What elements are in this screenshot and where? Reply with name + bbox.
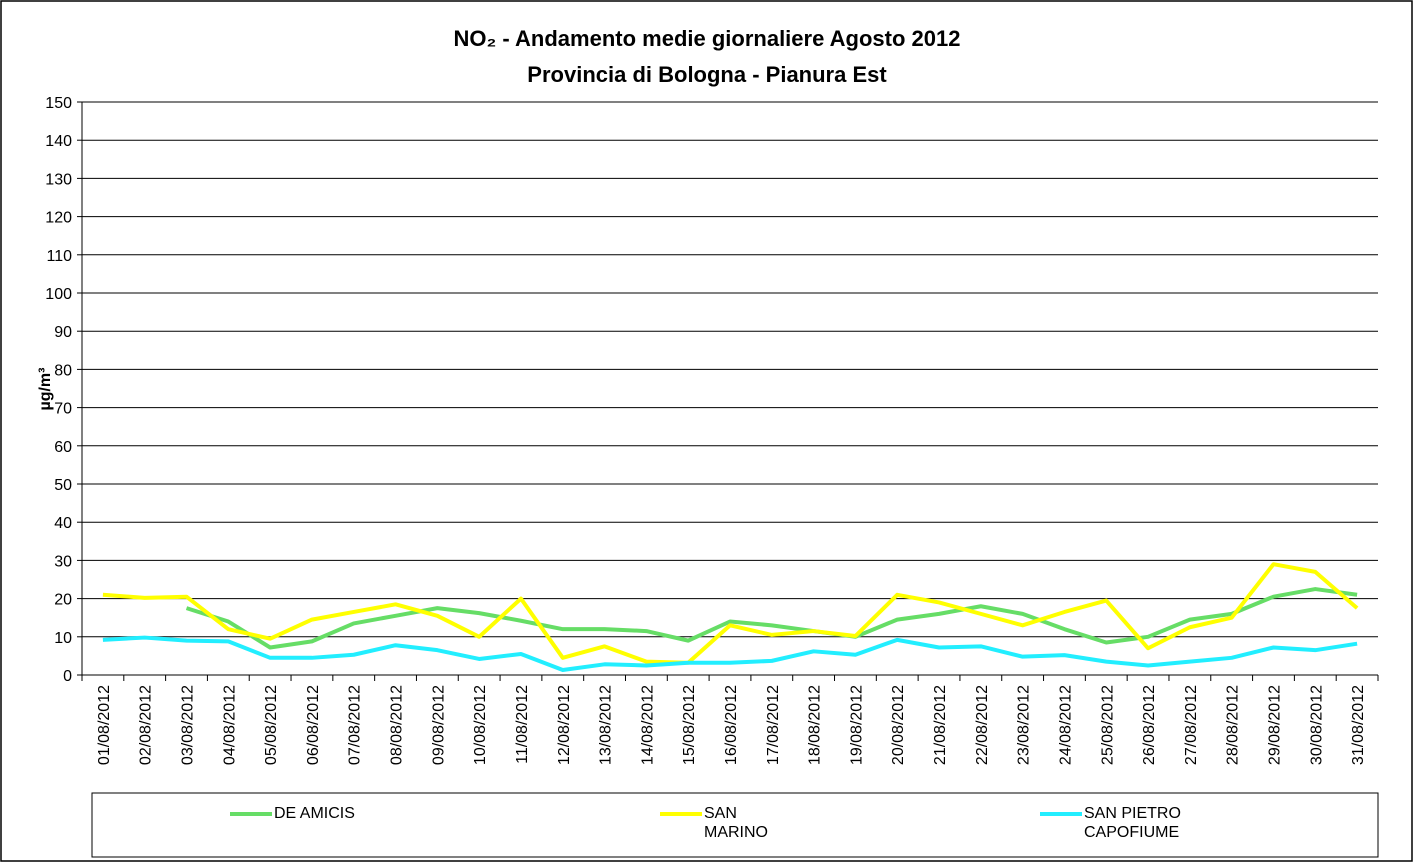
x-tick-label: 14/08/2012 [639,685,656,765]
x-tick-label: 19/08/2012 [848,685,865,765]
x-tick-label: 28/08/2012 [1225,685,1242,765]
x-tick-label: 13/08/2012 [598,685,615,765]
x-tick-label: 07/08/2012 [347,685,364,765]
x-tick-label: 01/08/2012 [96,685,113,765]
x-tick-label: 29/08/2012 [1266,685,1283,765]
x-tick-label: 18/08/2012 [807,685,824,765]
x-tick-label: 05/08/2012 [263,685,280,765]
chart-subtitle: Provincia di Bologna - Pianura Est [527,62,887,87]
x-tick-label: 23/08/2012 [1016,685,1033,765]
y-tick-label: 110 [46,248,72,265]
x-tick-label: 11/08/2012 [514,685,531,764]
series-line [185,587,1358,650]
legend-label: SAN MARINO [704,805,768,841]
y-tick-label: 0 [63,668,72,685]
x-tick-label: 27/08/2012 [1183,685,1200,765]
y-tick-label: 140 [45,133,72,150]
x-tick-label: 09/08/2012 [430,685,447,765]
x-tick-label: 15/08/2012 [681,685,698,765]
x-tick-label: 06/08/2012 [305,685,322,765]
y-axis-label: µg/m³ [37,368,54,411]
x-tick-label: 30/08/2012 [1308,685,1325,765]
x-tick-label: 10/08/2012 [472,685,489,765]
legend-box [91,792,1379,858]
x-tick-label: 12/08/2012 [556,685,573,765]
legend-label: DE AMICIS [274,805,355,822]
y-tick-label: 80 [54,362,72,379]
series-line [102,562,1359,665]
x-tick-label: 17/08/2012 [765,685,782,765]
y-tick-label: 20 [54,592,72,609]
y-tick-label: 90 [54,324,72,341]
x-tick-label: 25/08/2012 [1099,685,1116,765]
x-tick-label: 31/08/2012 [1350,685,1367,765]
x-tick-label: 26/08/2012 [1141,685,1158,765]
x-tick-label: 08/08/2012 [389,685,406,765]
x-tick-label: 03/08/2012 [180,685,197,765]
x-tick-label: 16/08/2012 [723,685,740,765]
x-tick-label: 21/08/2012 [932,685,949,765]
chart-title: NO₂ - Andamento medie giornaliere Agosto… [454,26,961,51]
series-line [102,635,1358,673]
y-tick-label: 10 [54,630,72,647]
y-tick-label: 130 [45,171,72,188]
y-tick-label: 30 [54,553,72,570]
y-tick-label: 50 [54,477,72,494]
y-tick-label: 40 [54,515,72,532]
y-tick-label: 120 [45,210,72,227]
x-tick-label: 24/08/2012 [1057,685,1074,765]
y-tick-label: 100 [45,286,72,303]
y-tick-label: 70 [54,401,72,418]
x-tick-label: 20/08/2012 [890,685,907,765]
x-tick-label: 22/08/2012 [974,685,991,765]
x-tick-label: 02/08/2012 [138,685,155,765]
legend-label: SAN PIETRO CAPOFIUME [1084,805,1181,841]
y-tick-label: 60 [54,439,72,456]
y-tick-label: 150 [45,95,72,112]
x-tick-label: 04/08/2012 [221,685,238,765]
